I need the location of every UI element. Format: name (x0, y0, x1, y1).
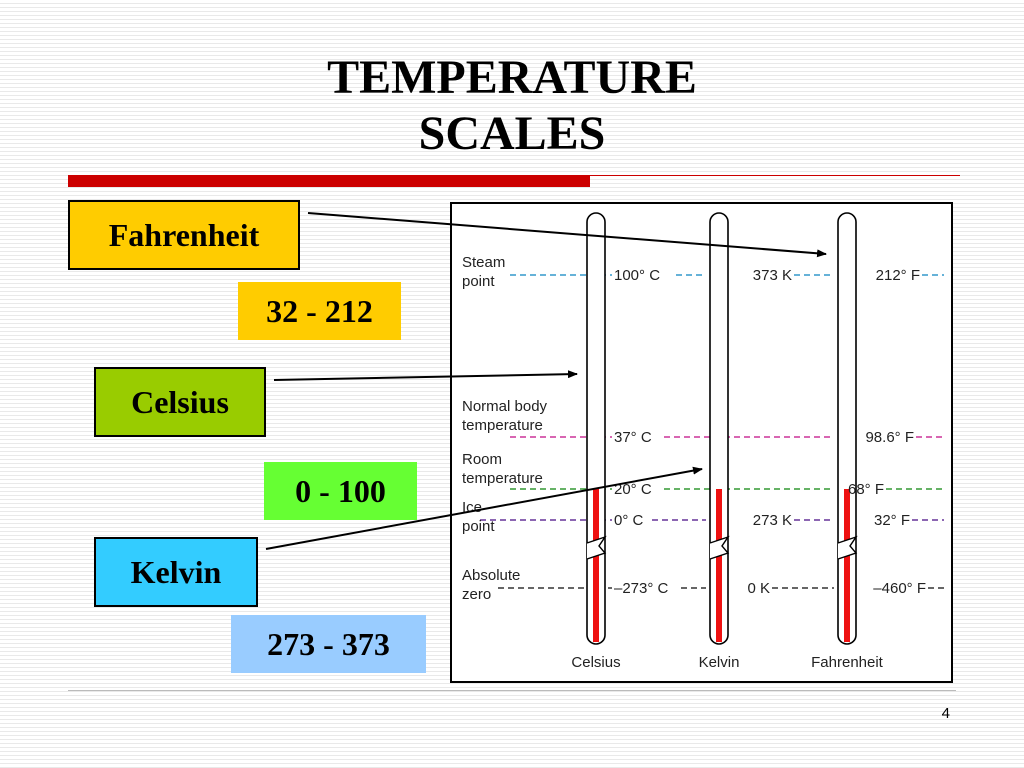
celsius-arrow (273, 370, 578, 381)
ice-label-2: point (462, 518, 495, 535)
kelvin-label-box: Kelvin (94, 537, 258, 607)
celsius-steam-value: 100° C (614, 267, 660, 284)
fahrenheit-label: Fahrenheit (108, 216, 260, 253)
fahrenheit-arrow (307, 212, 827, 258)
celsius-zero-value: –273° C (614, 580, 669, 597)
fahrenheit-steam-value: 212° F (876, 267, 920, 284)
page-title: TEMPERATURE SCALES (0, 50, 1024, 162)
kelvin-thermometer-label: Kelvin (699, 654, 740, 671)
celsius-body-value: 37° C (614, 429, 652, 446)
zero-label-2: zero (462, 586, 491, 603)
kelvin-steam-value: 373 K (753, 267, 792, 284)
celsius-room-value: 20° C (614, 481, 652, 498)
steam-label-2: point (462, 273, 495, 290)
body-label-1: Normal body (462, 398, 548, 415)
fahrenheit-thermometer-label: Fahrenheit (811, 654, 884, 671)
fahrenheit-range-box: 32 - 212 (238, 282, 401, 340)
title-underline-red (68, 175, 590, 187)
fahrenheit-room-value: 68° F (848, 481, 884, 498)
kelvin-arrow (265, 466, 703, 550)
celsius-label: Celsius (131, 383, 229, 420)
celsius-ice-value: 0° C (614, 512, 644, 529)
fahrenheit-range: 32 - 212 (266, 292, 373, 329)
celsius-range: 0 - 100 (295, 472, 386, 509)
celsius-range-box: 0 - 100 (264, 462, 417, 520)
fahrenheit-zero-value: –460° F (873, 580, 926, 597)
footer-divider (68, 690, 956, 691)
kelvin-thermometer (709, 212, 730, 645)
fahrenheit-thermometer (837, 212, 858, 645)
title-underline-thin (590, 175, 960, 176)
kelvin-ice-value: 273 K (753, 512, 792, 529)
celsius-label-box: Celsius (94, 367, 266, 437)
room-label-1: Room (462, 451, 502, 468)
fahrenheit-label-box: Fahrenheit (68, 200, 300, 270)
kelvin-zero-value: 0 K (747, 580, 770, 597)
steam-label-1: Steam (462, 254, 505, 271)
zero-label-1: Absolute (462, 567, 520, 584)
fahrenheit-ice-value: 32° F (874, 512, 910, 529)
title-line-1: TEMPERATURE (327, 51, 697, 104)
diagram-frame (450, 202, 953, 683)
body-label-2: temperature (462, 417, 543, 434)
title-line-2: SCALES (418, 107, 606, 160)
celsius-thermometer (586, 212, 607, 645)
kelvin-range-box: 273 - 373 (231, 615, 426, 673)
kelvin-label: Kelvin (130, 553, 222, 590)
fahrenheit-body-value: 98.6° F (865, 429, 914, 446)
page-number: 4 (941, 705, 950, 722)
room-label-2: temperature (462, 470, 543, 487)
kelvin-range: 273 - 373 (267, 625, 390, 662)
celsius-thermometer-label: Celsius (571, 654, 620, 671)
